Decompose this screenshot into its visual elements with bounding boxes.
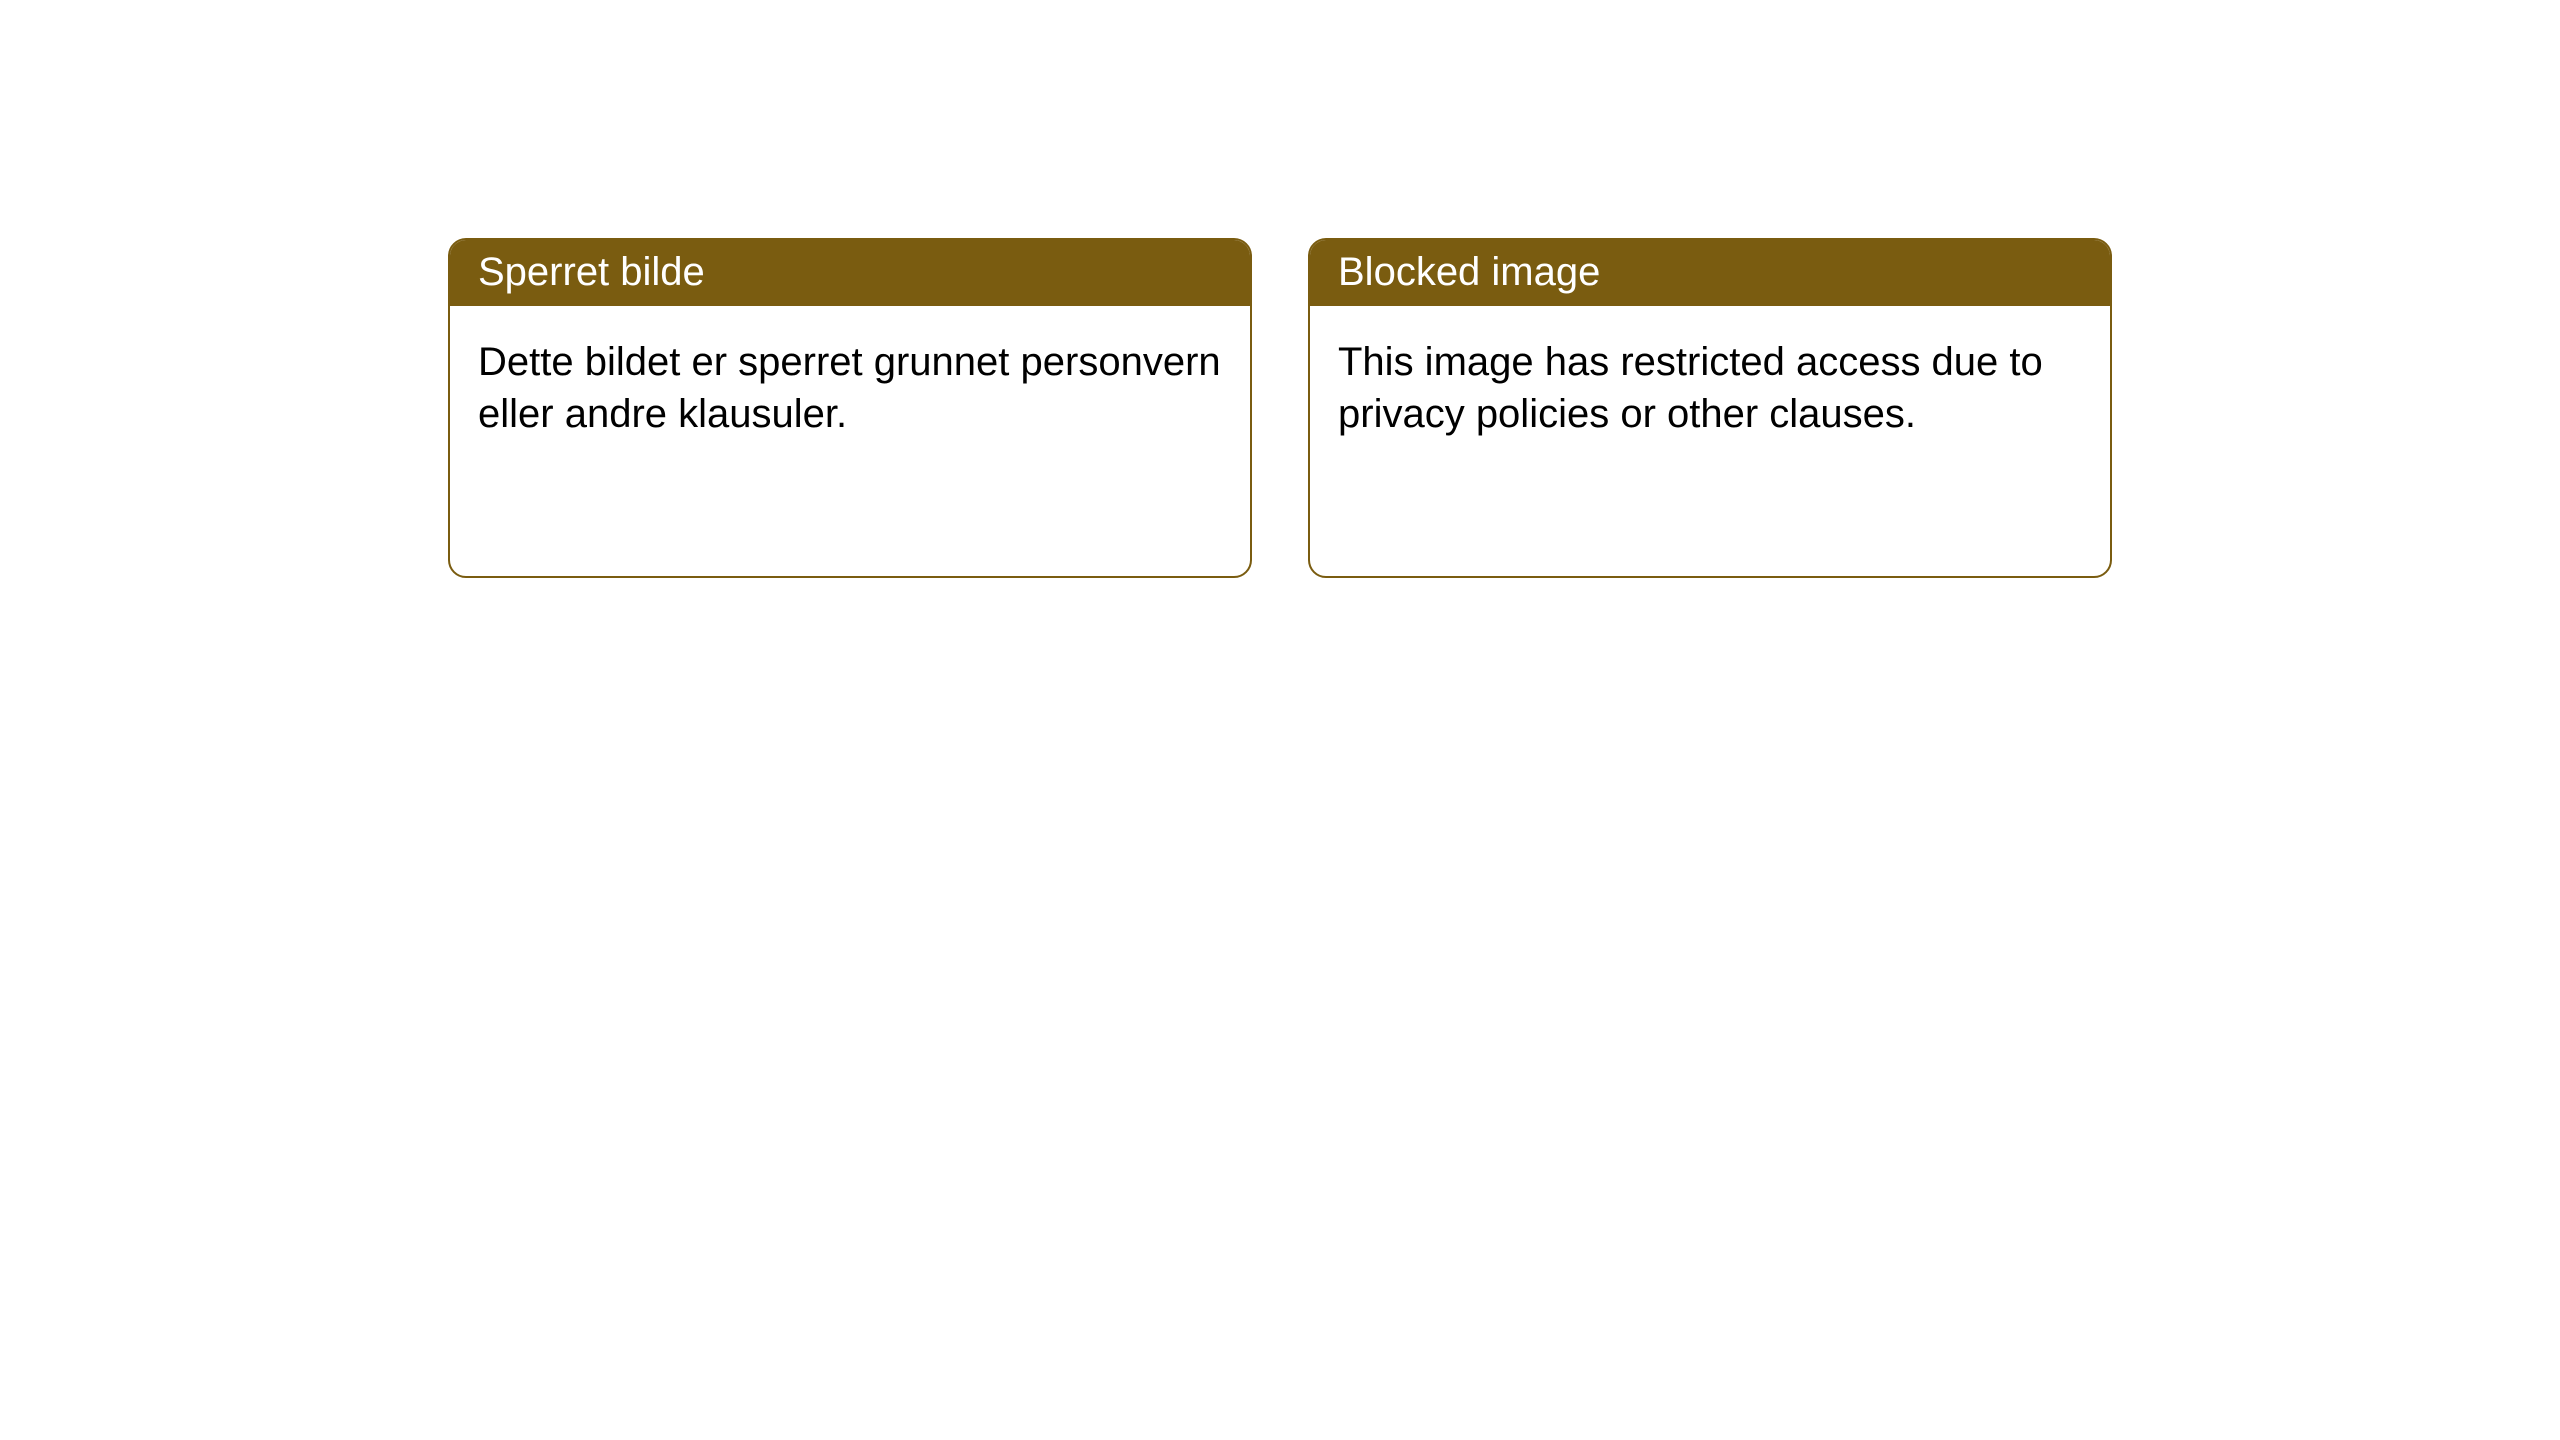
notice-body: Dette bildet er sperret grunnet personve… [450,306,1250,576]
notice-container: Sperret bilde Dette bildet er sperret gr… [0,0,2560,578]
notice-card-norwegian: Sperret bilde Dette bildet er sperret gr… [448,238,1252,578]
notice-title: Blocked image [1310,240,2110,306]
notice-card-english: Blocked image This image has restricted … [1308,238,2112,578]
notice-body: This image has restricted access due to … [1310,306,2110,576]
notice-title: Sperret bilde [450,240,1250,306]
